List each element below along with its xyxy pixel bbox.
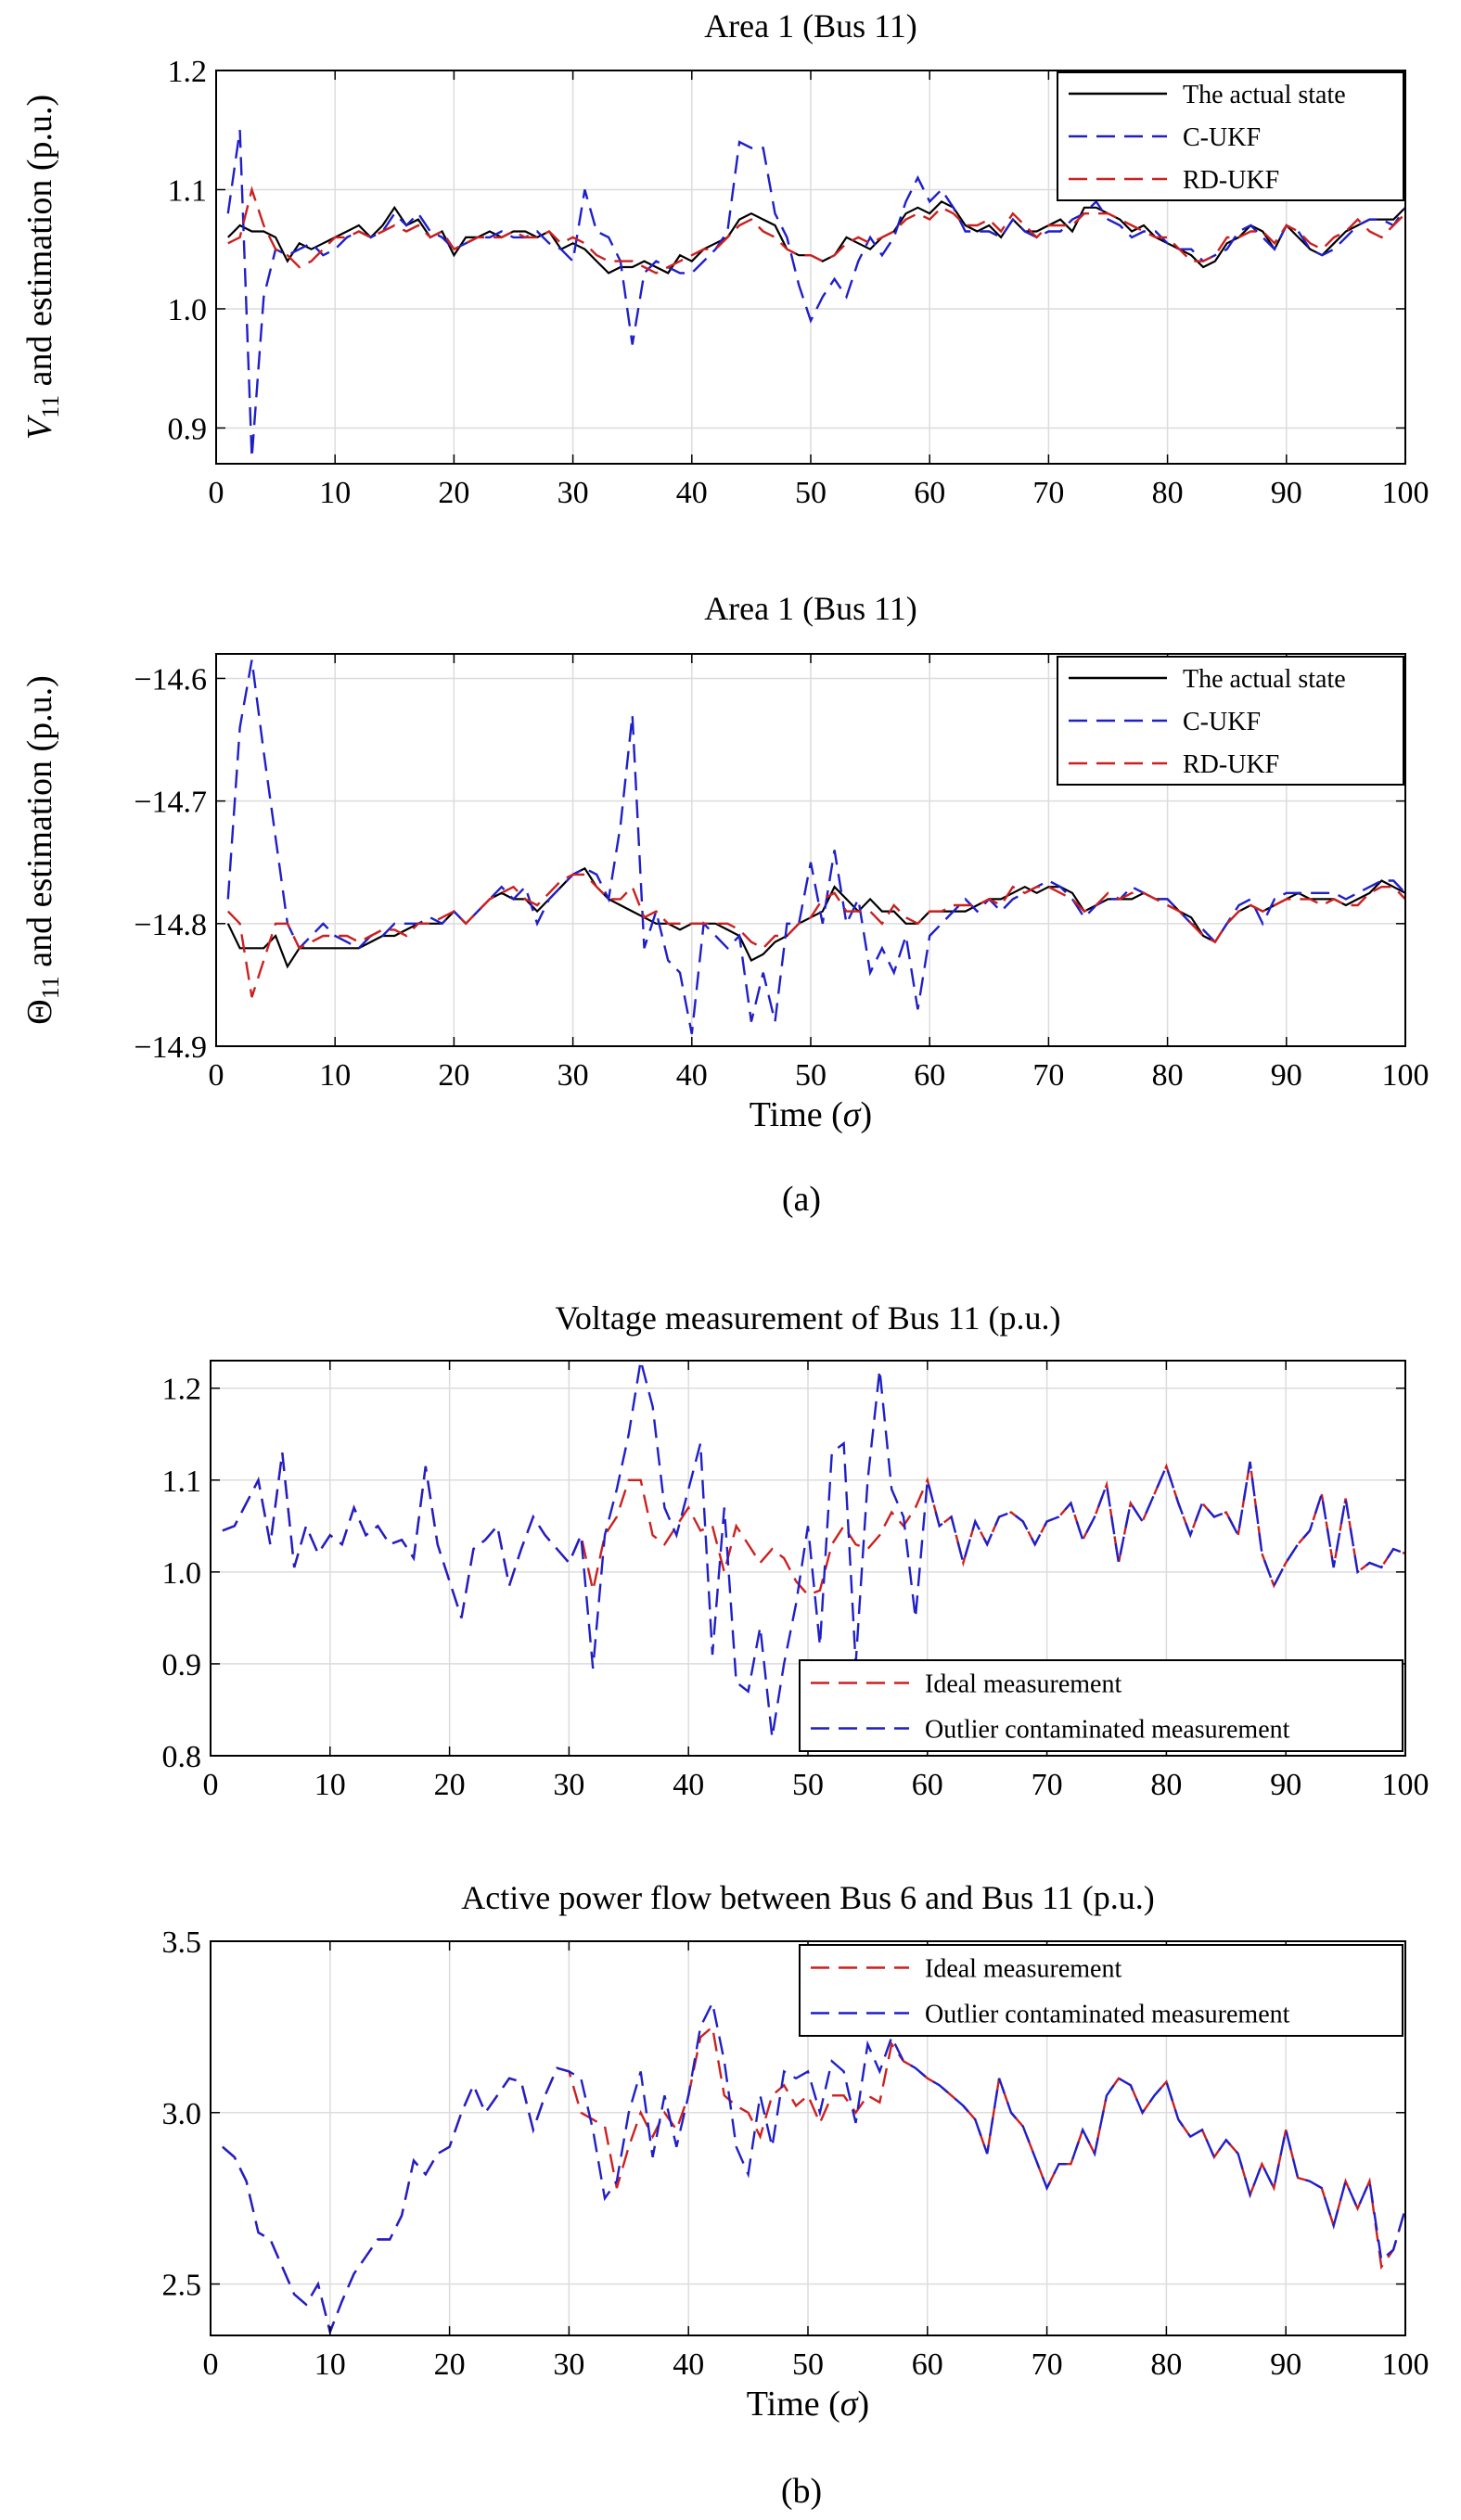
x-axis-label: Time (σ) bbox=[747, 2385, 869, 2424]
y-axis-label: V11 and estimation (p.u.) bbox=[20, 95, 64, 440]
y-tick-label: 1.0 bbox=[168, 293, 208, 327]
x-tick-label: 70 bbox=[1032, 2347, 1063, 2382]
x-tick-label: 80 bbox=[1152, 1058, 1184, 1093]
x-tick-label: 100 bbox=[1382, 1058, 1429, 1093]
y-tick-label: −14.8 bbox=[134, 908, 207, 942]
y-tick-label: 0.9 bbox=[168, 412, 208, 446]
x-tick-label: 90 bbox=[1270, 2347, 1301, 2382]
x-tick-label: 80 bbox=[1150, 1768, 1182, 1802]
x-tick-label: 70 bbox=[1032, 1058, 1064, 1093]
y-tick-label: 1.1 bbox=[168, 173, 208, 208]
legend-entry-label: Ideal measurement bbox=[925, 1670, 1121, 1699]
chart-panel-1: 0 10 20 30 40 50 60 70 80 90 100 0.9 1.0 1.1 1.2 Area 1… bbox=[20, 7, 1429, 510]
chart-title: Area 1 (Bus 11) bbox=[704, 590, 917, 627]
series-line-outlier-contaminated-measurement bbox=[222, 1361, 1405, 1738]
x-tick-label: 20 bbox=[434, 1768, 466, 1802]
x-tick-label: 30 bbox=[553, 2347, 584, 2382]
series-line-ideal-measurement bbox=[222, 2025, 1405, 2335]
x-tick-label: 10 bbox=[314, 1768, 346, 1802]
x-tick-label: 0 bbox=[209, 476, 224, 510]
legend-entry-label: The actual state bbox=[1183, 665, 1346, 694]
x-tick-label: 0 bbox=[203, 1768, 219, 1802]
x-tick-label: 60 bbox=[912, 1768, 943, 1802]
chart-title: Active power flow between Bus 6 and Bus … bbox=[461, 1879, 1155, 1916]
y-tick-label: 1.2 bbox=[162, 1373, 202, 1407]
series-line-c-ukf bbox=[226, 659, 1405, 1035]
chart-panel-4: 0 10 20 30 40 50 60 70 80 90 100 2.5 3.0 3.5 Active po… bbox=[162, 1879, 1429, 2424]
legend-entry-label: C-UKF bbox=[1183, 123, 1261, 152]
x-tick-label: 10 bbox=[319, 1058, 351, 1093]
x-tick-label: 0 bbox=[209, 1058, 224, 1093]
chart-panel-2: 0 10 20 30 40 50 60 70 80 90 100 −14.9 −14.8 −14.7 −14… bbox=[20, 590, 1429, 1134]
x-tick-label: 70 bbox=[1032, 476, 1064, 510]
y-tick-label: 3.5 bbox=[162, 1925, 202, 1960]
x-tick-label: 50 bbox=[795, 1058, 827, 1093]
x-tick-label: 20 bbox=[438, 476, 469, 510]
x-tick-label: 80 bbox=[1150, 2347, 1182, 2382]
series-line-rd-ukf bbox=[227, 185, 1405, 275]
x-tick-label: 70 bbox=[1032, 1768, 1063, 1802]
x-tick-label: 100 bbox=[1382, 1768, 1429, 1802]
x-tick-label: 50 bbox=[792, 1768, 824, 1802]
y-tick-label: 3.0 bbox=[162, 2097, 202, 2131]
legend-entry-label: RD-UKF bbox=[1183, 166, 1279, 195]
legend: The actual state C-UKF RD-UKF bbox=[1057, 656, 1404, 786]
legend-box bbox=[799, 1944, 1403, 2037]
x-tick-label: 20 bbox=[438, 1058, 469, 1093]
x-tick-label: 30 bbox=[553, 1768, 584, 1802]
chart-title: Area 1 (Bus 11) bbox=[704, 7, 917, 45]
y-axis-label: Θ11 and estimation (p.u.) bbox=[20, 675, 64, 1024]
x-tick-label: 50 bbox=[792, 2347, 824, 2382]
y-tick-label: 1.0 bbox=[162, 1556, 202, 1591]
x-tick-label: 60 bbox=[912, 2347, 943, 2382]
x-tick-label: 90 bbox=[1270, 1768, 1301, 1802]
x-tick-label: 90 bbox=[1271, 476, 1302, 510]
x-tick-label: 30 bbox=[557, 476, 589, 510]
series-line-rd-ukf bbox=[226, 873, 1405, 998]
chart-title: Voltage measurement of Bus 11 (p.u.) bbox=[556, 1299, 1061, 1337]
panel-label-a: (a) bbox=[782, 1180, 821, 1219]
x-tick-label: 60 bbox=[914, 476, 945, 510]
y-tick-label: 0.8 bbox=[162, 1740, 202, 1774]
x-tick-label: 20 bbox=[434, 2347, 466, 2382]
legend: Ideal measurement Outlier contaminated me… bbox=[799, 1944, 1403, 2037]
panel-label-b: (b) bbox=[781, 2472, 822, 2511]
legend-entry-label: Ideal measurement bbox=[925, 1955, 1121, 1984]
legend-entry-label: Outlier contaminated measurement bbox=[925, 1716, 1290, 1745]
x-axis-label: Time (σ) bbox=[750, 1095, 872, 1134]
legend: The actual state C-UKF RD-UKF bbox=[1057, 71, 1404, 201]
x-tick-label: 50 bbox=[795, 476, 827, 510]
x-tick-label: 100 bbox=[1382, 2347, 1429, 2382]
y-tick-label: 1.2 bbox=[168, 55, 208, 89]
y-tick-label: −14.9 bbox=[134, 1030, 207, 1065]
chart-panel-3: 0 10 20 30 40 50 60 70 80 90 100 0.8 0.9 1.0 1.1 1.2 Vol… bbox=[162, 1299, 1429, 1802]
legend-box bbox=[799, 1659, 1403, 1752]
y-tick-label: 0.9 bbox=[162, 1648, 202, 1682]
x-tick-label: 10 bbox=[314, 2347, 346, 2382]
y-tick-label: 2.5 bbox=[162, 2269, 202, 2303]
y-tick-label: −14.6 bbox=[134, 662, 207, 697]
series-line-outlier-contaminated-measurement bbox=[222, 1999, 1405, 2335]
legend: Ideal measurement Outlier contaminated me… bbox=[799, 1659, 1403, 1752]
x-tick-label: 30 bbox=[557, 1058, 589, 1093]
legend-entry-label: The actual state bbox=[1183, 81, 1346, 109]
y-tick-label: −14.7 bbox=[134, 786, 207, 820]
legend-entry-label: RD-UKF bbox=[1183, 750, 1279, 779]
legend-entry-label: C-UKF bbox=[1183, 708, 1261, 736]
x-tick-label: 100 bbox=[1382, 476, 1429, 510]
x-tick-label: 80 bbox=[1152, 476, 1184, 510]
x-tick-label: 0 bbox=[203, 2347, 219, 2382]
x-tick-label: 40 bbox=[676, 1058, 708, 1093]
x-tick-label: 40 bbox=[673, 1768, 704, 1802]
x-tick-label: 40 bbox=[673, 2347, 704, 2382]
x-tick-label: 90 bbox=[1271, 1058, 1302, 1093]
x-tick-label: 40 bbox=[676, 476, 708, 510]
x-tick-label: 60 bbox=[914, 1058, 945, 1093]
x-tick-label: 10 bbox=[319, 476, 351, 510]
legend-entry-label: Outlier contaminated measurement bbox=[925, 2001, 1290, 2029]
y-tick-label: 1.1 bbox=[162, 1465, 202, 1499]
